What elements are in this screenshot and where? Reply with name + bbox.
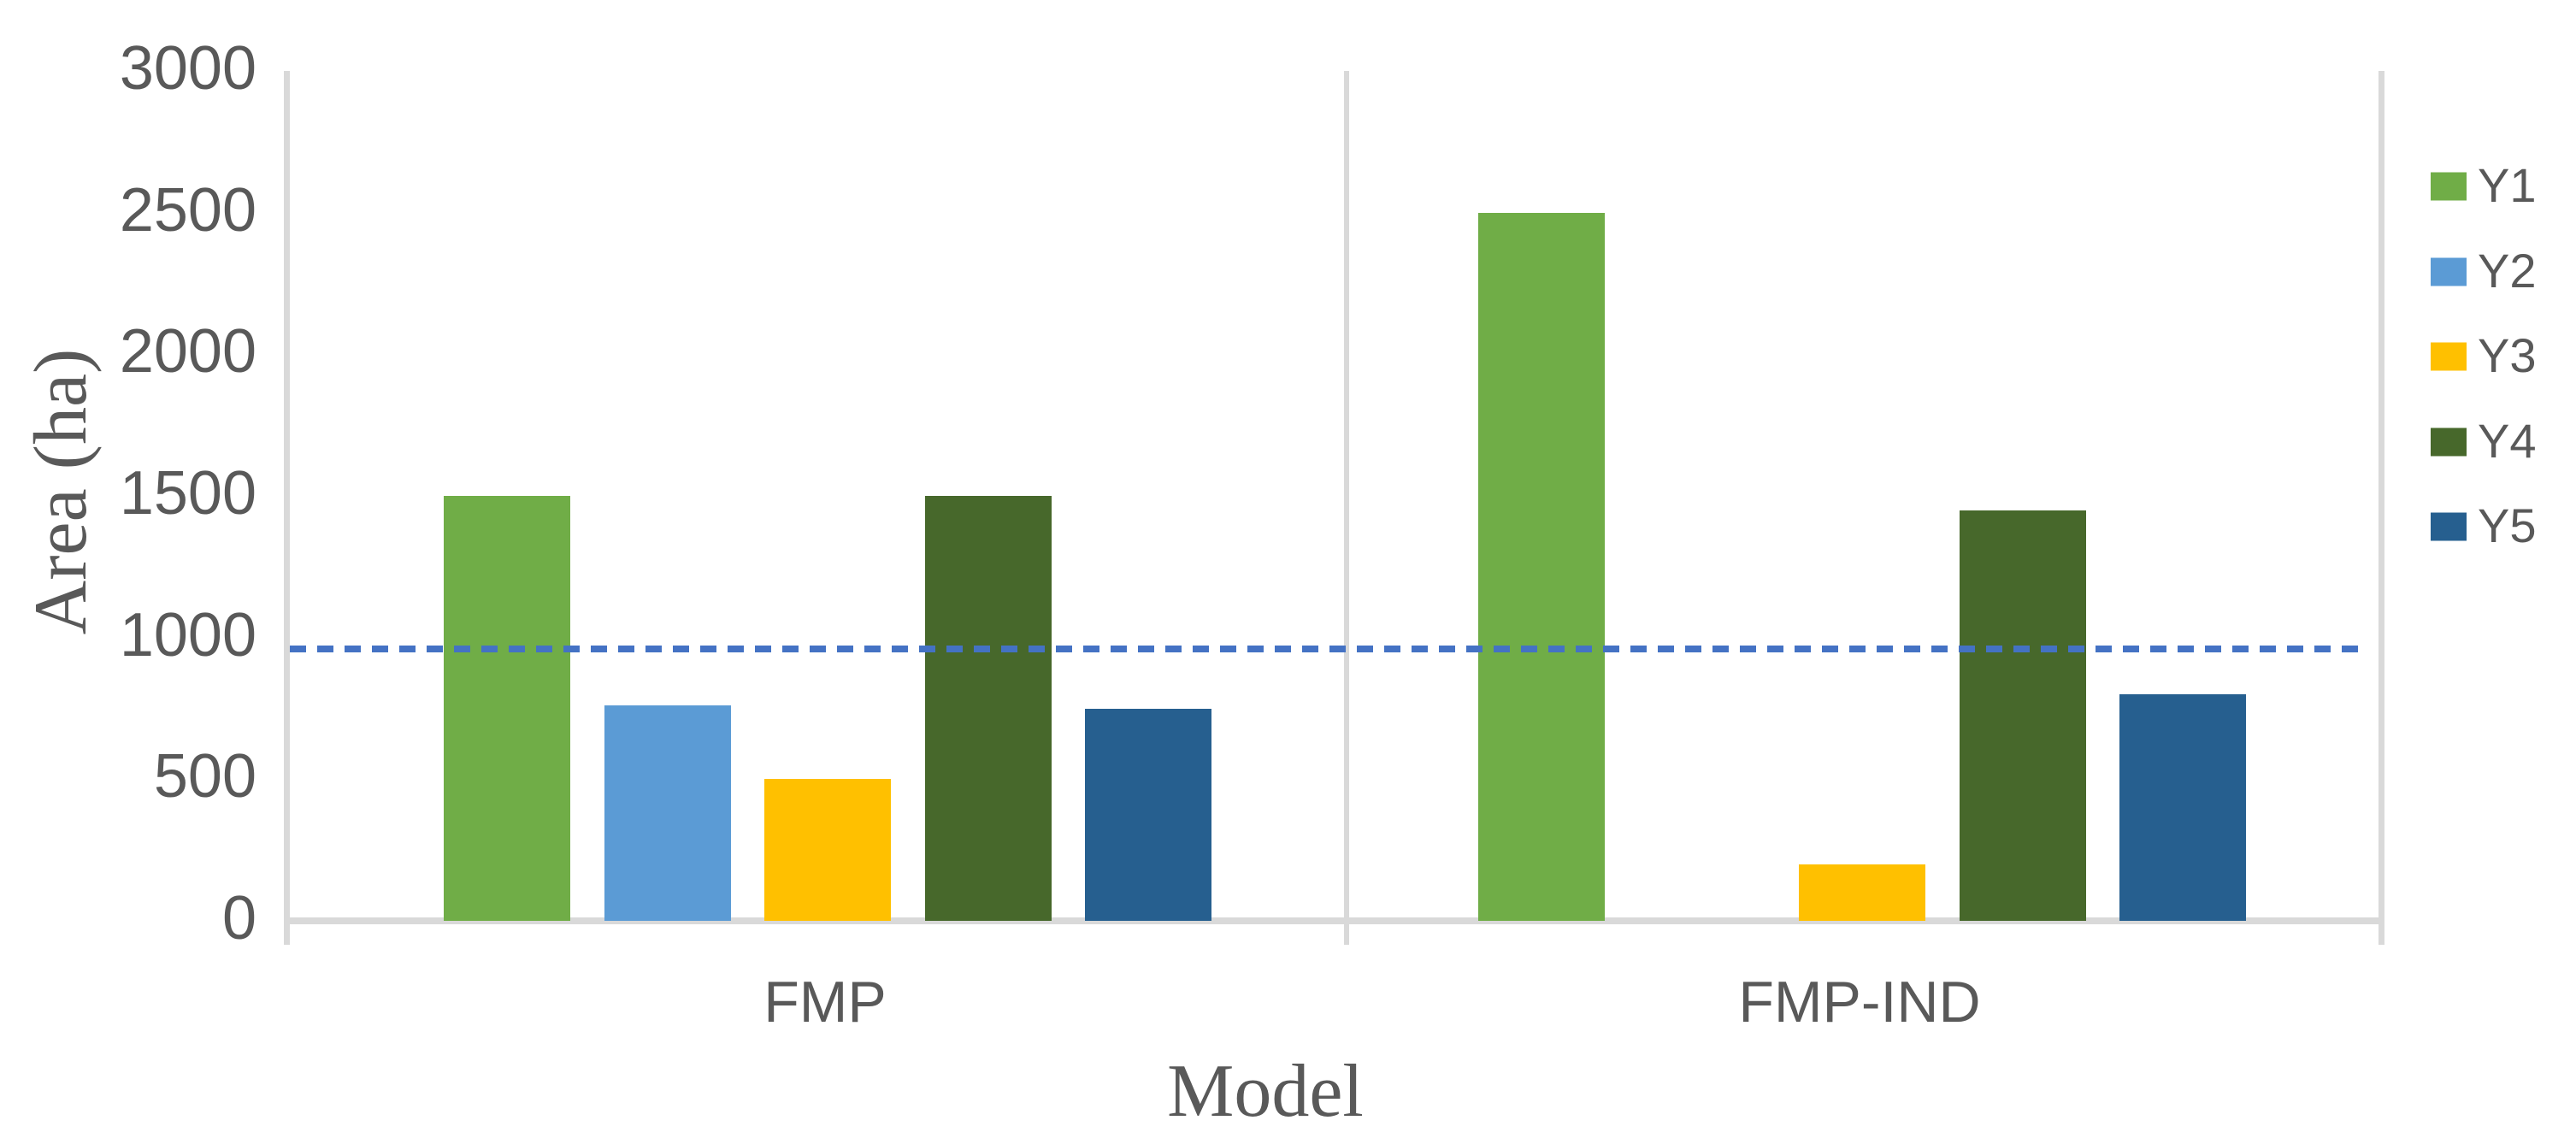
y-tick-label-0: 0	[221, 884, 256, 953]
y-tick-label-1000: 1000	[119, 600, 256, 669]
category-separator-line	[1344, 71, 1349, 945]
bar-fmp-ind-y1	[1478, 212, 1605, 921]
y-tick-label-1500: 1500	[119, 459, 256, 528]
y-tick-label-2500: 2500	[119, 175, 256, 245]
bar-fmp-ind-y4	[1959, 510, 2086, 921]
legend-swatch-y3	[2431, 342, 2467, 371]
bar-fmp-y3	[764, 779, 891, 921]
legend-swatch-y4	[2431, 428, 2467, 457]
plot-right-border	[2379, 71, 2384, 945]
y-axis-title: Area (ha)	[20, 348, 103, 635]
legend-label-y2: Y2	[2478, 243, 2537, 298]
category-label-fmp: FMP	[763, 970, 887, 1035]
x-axis-line	[284, 917, 2384, 924]
legend-label-y3: Y3	[2478, 328, 2537, 383]
legend-swatch-y2	[2431, 257, 2467, 286]
bar-fmp-ind-y5	[2119, 693, 2246, 921]
x-axis-title: Model	[1167, 1050, 1364, 1133]
y-tick-label-2000: 2000	[119, 317, 256, 386]
y-tick-label-500: 500	[153, 742, 256, 811]
y-axis-line	[284, 71, 290, 945]
bar-fmp-y1	[444, 496, 570, 921]
legend-label-y5: Y5	[2478, 498, 2537, 553]
y-tick-label-3000: 3000	[119, 34, 256, 103]
bar-fmp-y5	[1085, 708, 1211, 921]
legend-label-y1: Y1	[2478, 157, 2537, 212]
bar-fmp-y4	[924, 496, 1052, 921]
legend-swatch-y1	[2431, 172, 2467, 201]
bar-fmp-y2	[604, 705, 731, 921]
reference-dashed-line	[290, 645, 2362, 652]
category-label-fmp-ind: FMP-IND	[1738, 970, 1981, 1035]
bar-fmp-ind-y3	[1799, 864, 1925, 921]
legend-label-y4: Y4	[2478, 413, 2537, 468]
legend-swatch-y5	[2431, 512, 2467, 541]
